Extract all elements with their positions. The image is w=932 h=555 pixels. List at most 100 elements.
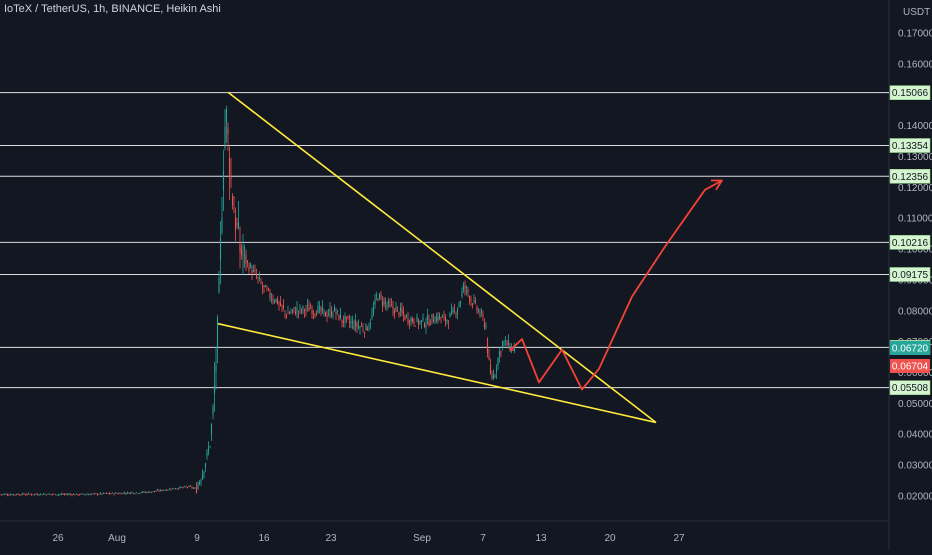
candle-297	[444, 314, 447, 327]
candle-240	[359, 325, 361, 335]
candle-268	[401, 302, 403, 317]
projection-arrow-head	[711, 179, 723, 191]
candle-248	[371, 307, 373, 320]
candle-191	[285, 313, 288, 320]
candle-255	[381, 295, 384, 313]
candle-31	[45, 494, 48, 496]
candle-143	[213, 362, 216, 412]
candle-305	[456, 307, 459, 320]
candle-120	[179, 485, 181, 489]
candle-54	[80, 493, 82, 495]
candle-288	[431, 314, 433, 325]
candle-43	[63, 493, 66, 496]
candle-223	[333, 304, 336, 312]
candle-77	[114, 492, 117, 494]
candle-48	[71, 494, 73, 497]
candle-182	[272, 294, 274, 305]
candle-109	[162, 490, 165, 492]
y-tick-label-11: 0.05000	[898, 399, 932, 410]
candle-286	[428, 314, 430, 327]
candle-63	[93, 492, 96, 495]
x-tick-label-6: 7	[480, 533, 486, 544]
candle-164	[245, 249, 247, 272]
candle-292	[437, 311, 439, 324]
x-tick-label-1: Aug	[108, 533, 126, 544]
candle-29	[42, 492, 45, 495]
candle-20	[29, 493, 31, 495]
candle-11	[15, 493, 18, 496]
candle-247	[369, 318, 372, 330]
candle-50	[74, 494, 76, 496]
candle-251	[375, 291, 378, 301]
candle-100	[149, 491, 151, 493]
candle-56	[83, 493, 85, 495]
candle-153	[228, 146, 231, 201]
candle-166	[248, 262, 250, 274]
candle-79	[117, 492, 120, 495]
candle-264	[395, 301, 397, 312]
candle-65	[96, 493, 99, 496]
candle-269	[402, 306, 405, 322]
candle-172	[257, 276, 259, 284]
candle-41	[60, 492, 63, 495]
candle-324	[485, 322, 487, 330]
candle-202	[302, 305, 304, 315]
candle-259	[387, 297, 390, 309]
candle-162	[242, 234, 244, 276]
candle-101	[150, 491, 153, 493]
candle-179	[267, 287, 270, 292]
candle-198	[296, 300, 298, 319]
candle-2	[2, 493, 4, 496]
candle-76	[113, 493, 115, 496]
candle-71	[105, 492, 108, 494]
candle-53	[78, 493, 81, 496]
support-trendline[interactable]	[217, 322, 657, 424]
candle-183	[273, 298, 276, 304]
candle-39	[57, 493, 60, 496]
candle-27	[39, 493, 42, 496]
candle-298	[446, 319, 448, 325]
level-box-2	[889, 169, 931, 184]
candle-334	[500, 350, 502, 358]
candle-318	[476, 305, 478, 315]
candle-267	[399, 302, 402, 317]
candle-222	[332, 310, 334, 320]
resistance-trendline[interactable]	[227, 91, 657, 424]
candle-311	[465, 285, 468, 296]
candle-307	[459, 300, 462, 308]
candle-338	[506, 339, 508, 346]
y-tick-label-8: 0.08000	[898, 306, 932, 317]
candle-123	[183, 486, 186, 488]
candle-7	[9, 493, 12, 496]
candle-313	[468, 295, 471, 305]
candle-289	[432, 313, 435, 323]
candle-62	[92, 493, 94, 495]
candle-238	[356, 320, 358, 334]
candle-321	[480, 307, 483, 317]
candle-126	[188, 485, 190, 488]
candle-291	[435, 312, 438, 324]
candle-104	[155, 490, 157, 492]
candle-51	[75, 493, 78, 495]
candle-310	[464, 280, 466, 296]
candle-25	[36, 493, 39, 496]
candle-235	[351, 315, 354, 329]
candle-295	[441, 314, 444, 318]
projection-path[interactable]	[509, 179, 723, 391]
candle-327	[489, 358, 492, 376]
candle-178	[266, 285, 268, 292]
candle-83	[123, 491, 126, 495]
candle-201	[300, 308, 303, 315]
candle-302	[452, 306, 454, 315]
candle-128	[191, 486, 193, 489]
level-label-2: 0.12356	[892, 172, 929, 183]
candle-91	[135, 492, 138, 494]
candle-276	[413, 318, 415, 327]
candle-114	[170, 488, 172, 491]
candle-256	[383, 296, 385, 308]
candle-296	[443, 310, 445, 321]
candle-139	[207, 441, 210, 456]
candle-224	[335, 307, 337, 321]
